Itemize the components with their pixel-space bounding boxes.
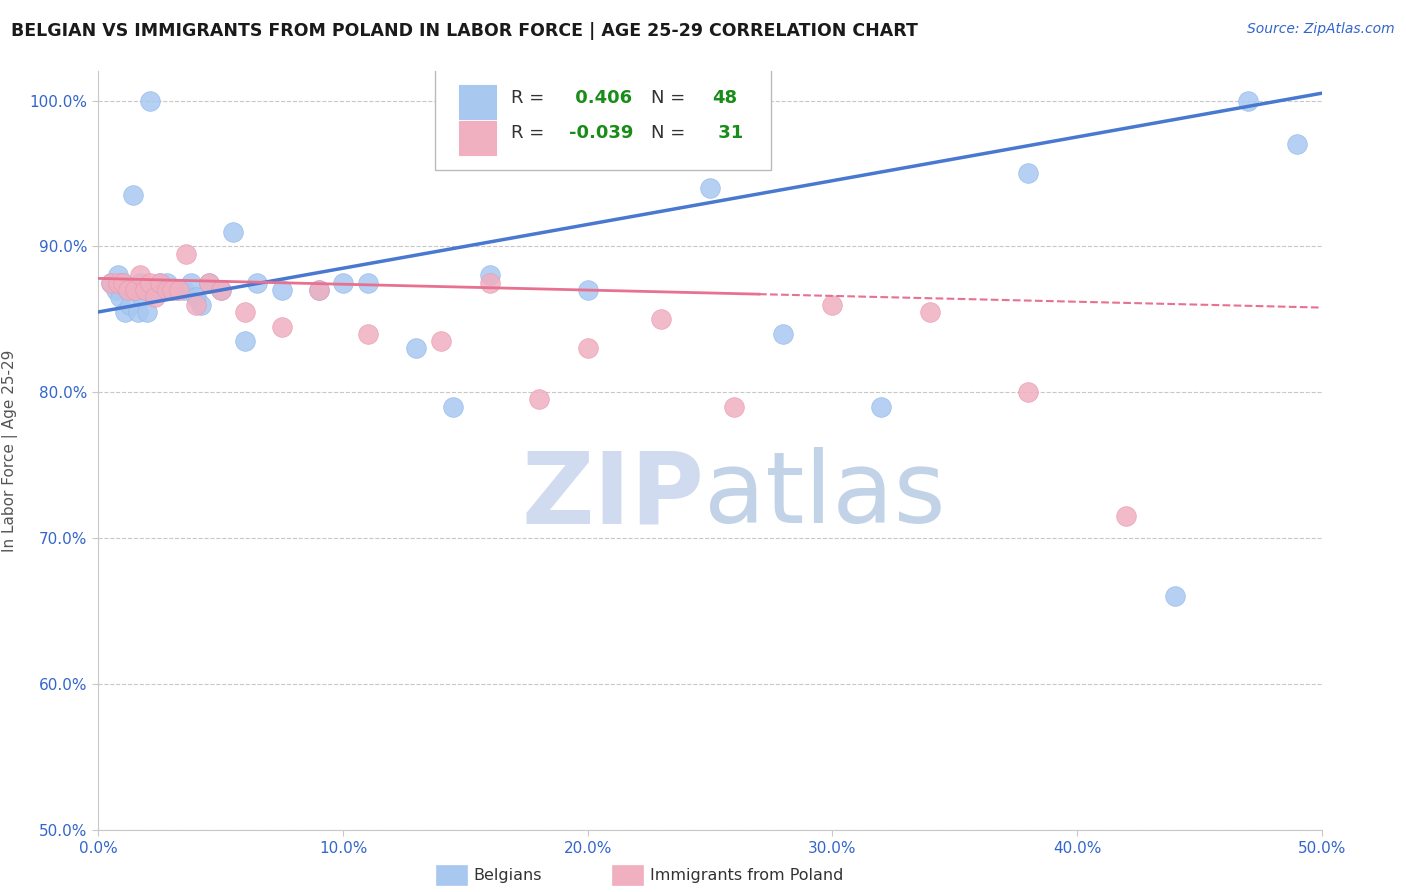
Text: BELGIAN VS IMMIGRANTS FROM POLAND IN LABOR FORCE | AGE 25-29 CORRELATION CHART: BELGIAN VS IMMIGRANTS FROM POLAND IN LAB… <box>11 22 918 40</box>
Text: atlas: atlas <box>704 448 946 544</box>
Point <box>176 246 198 260</box>
Point <box>100 276 122 290</box>
Point <box>190 298 212 312</box>
Point <box>111 276 134 290</box>
Point <box>332 276 354 290</box>
Point <box>626 152 648 166</box>
Point <box>129 276 152 290</box>
Point <box>107 268 129 283</box>
Point <box>222 225 245 239</box>
Point <box>576 283 599 297</box>
Point <box>186 290 208 304</box>
Point <box>180 276 202 290</box>
Point <box>1115 509 1137 524</box>
Point <box>1017 166 1039 180</box>
Point <box>134 283 156 297</box>
Point <box>270 283 294 297</box>
Point <box>117 283 139 297</box>
Text: R =: R = <box>510 125 550 143</box>
Point <box>527 392 550 407</box>
Text: 31: 31 <box>713 125 744 143</box>
Point <box>197 276 219 290</box>
Point <box>699 181 721 195</box>
Point <box>141 283 163 297</box>
Point <box>149 276 172 290</box>
Text: N =: N = <box>651 89 692 107</box>
Text: ZIP: ZIP <box>522 448 704 544</box>
Point <box>150 283 173 297</box>
Y-axis label: In Labor Force | Age 25-29: In Labor Force | Age 25-29 <box>3 350 18 551</box>
Point <box>121 188 143 202</box>
Point <box>114 305 136 319</box>
FancyBboxPatch shape <box>434 68 772 170</box>
Point <box>131 290 153 304</box>
Text: R =: R = <box>510 89 550 107</box>
Point <box>129 268 152 283</box>
Point <box>149 276 172 290</box>
Point <box>650 312 672 326</box>
Point <box>233 305 256 319</box>
Point <box>166 283 188 297</box>
Point <box>430 334 453 348</box>
Point <box>821 298 844 312</box>
Bar <box>460 120 496 155</box>
Point <box>127 305 149 319</box>
Point <box>270 319 294 334</box>
Point <box>139 94 162 108</box>
Point <box>405 342 427 356</box>
Point <box>107 276 129 290</box>
Point <box>156 283 179 297</box>
Point <box>167 283 190 297</box>
Point <box>308 283 330 297</box>
Point <box>441 400 464 414</box>
Point <box>308 283 330 297</box>
Point <box>356 276 378 290</box>
Point <box>143 283 166 297</box>
Bar <box>460 85 496 120</box>
Text: Belgians: Belgians <box>474 868 543 882</box>
Point <box>478 268 501 283</box>
Point <box>1017 385 1039 400</box>
Point <box>209 283 232 297</box>
Point <box>870 400 893 414</box>
Point <box>110 290 132 304</box>
Point <box>124 283 146 297</box>
Point <box>111 276 134 290</box>
Point <box>920 305 942 319</box>
Point <box>1286 137 1309 152</box>
Point <box>772 326 794 341</box>
Text: N =: N = <box>651 125 692 143</box>
Point <box>356 326 378 341</box>
Point <box>134 283 156 297</box>
Point <box>104 283 127 297</box>
Point <box>156 276 179 290</box>
Point <box>478 276 501 290</box>
Point <box>173 283 195 297</box>
Point <box>117 283 139 297</box>
Point <box>1237 94 1260 108</box>
Text: 0.406: 0.406 <box>569 89 633 107</box>
Text: Source: ZipAtlas.com: Source: ZipAtlas.com <box>1247 22 1395 37</box>
Point <box>160 283 183 297</box>
Point <box>120 298 142 312</box>
Text: -0.039: -0.039 <box>569 125 634 143</box>
Point <box>124 283 146 297</box>
Text: 48: 48 <box>713 89 738 107</box>
Point <box>139 276 162 290</box>
Point <box>576 342 599 356</box>
Point <box>136 305 159 319</box>
Point <box>723 400 745 414</box>
Point <box>209 283 232 297</box>
Point <box>1164 589 1187 603</box>
Point <box>143 290 166 304</box>
Text: Immigrants from Poland: Immigrants from Poland <box>650 868 844 882</box>
Point <box>100 276 122 290</box>
Point <box>160 283 183 297</box>
Point <box>233 334 256 348</box>
Point <box>197 276 219 290</box>
Point <box>186 298 208 312</box>
Point <box>246 276 269 290</box>
